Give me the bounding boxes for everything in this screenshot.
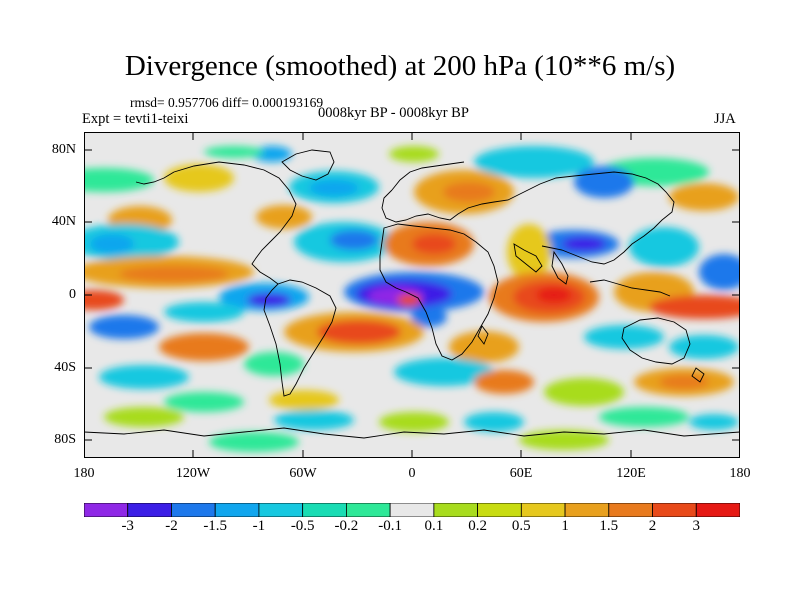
coastlines <box>84 149 740 439</box>
colorbar <box>84 503 740 517</box>
colorbar-label-5: -0.2 <box>334 518 359 534</box>
colorbar-swatch-13 <box>652 503 697 517</box>
colorbar-label-6: -0.1 <box>378 518 402 534</box>
season-label: JJA <box>714 111 736 127</box>
colorbar-label-3: -1 <box>252 518 266 534</box>
lon-label-60w: 60W <box>289 466 317 481</box>
colorbar-label-12: 2 <box>648 518 657 534</box>
colorbar-swatch-1 <box>127 503 172 517</box>
lat-label-0: 0 <box>69 287 76 302</box>
lon-label-60e: 60E <box>509 466 533 481</box>
period-label: 0008kyr BP - 0008kyr BP <box>318 105 469 121</box>
colorbar-swatch-12 <box>608 503 653 517</box>
lat-label-80n: 80N <box>51 142 76 157</box>
colorbar-swatch-0 <box>84 503 129 517</box>
colorbar-label-2: -1.5 <box>203 518 228 534</box>
colorbar-label-11: 1.5 <box>599 518 619 534</box>
colorbar-swatch-4 <box>258 503 304 517</box>
colorbar-swatch-8 <box>433 503 478 517</box>
lat-label-80s: 80S <box>54 432 76 447</box>
colorbar-label-0: -3 <box>121 518 134 534</box>
colorbar-label-1: -2 <box>165 518 178 534</box>
colorbar-swatch-9 <box>477 503 522 517</box>
colorbar-label-8: 0.2 <box>468 518 487 534</box>
colorbar-swatch-3 <box>214 503 260 517</box>
lon-label-120w: 120W <box>175 466 211 481</box>
colorbar-label-4: -0.5 <box>290 518 315 534</box>
lon-label-180e: 180 <box>729 466 751 481</box>
contour-field <box>84 132 740 458</box>
colorbar-swatch-5 <box>302 503 347 517</box>
lon-label-180w: 180 <box>73 466 95 481</box>
experiment-label: Expt = tevti1-teixi <box>82 111 189 127</box>
plot-title: Divergence (smoothed) at 200 hPa (10**6 … <box>124 50 676 82</box>
lon-label-0: 0 <box>408 466 416 481</box>
axis-ticks <box>84 132 740 458</box>
colorbar-swatch-2 <box>171 503 216 517</box>
colorbar-label-10: 1 <box>561 518 569 534</box>
colorbar-label-9: 0.5 <box>511 518 531 534</box>
colorbar-swatch-14 <box>695 503 740 517</box>
map-frame <box>84 132 740 458</box>
colorbar-swatch-10 <box>520 503 566 517</box>
colorbar-swatch-6 <box>345 503 391 517</box>
colorbar-swatch-7 <box>389 503 435 517</box>
lon-label-120e: 120E <box>616 466 646 481</box>
lat-label-40n: 40N <box>51 214 76 229</box>
divergence-map <box>84 132 740 458</box>
colorbar-swatch-11 <box>564 503 610 517</box>
lat-label-40s: 40S <box>54 360 76 375</box>
colorbar-label-7: 0.1 <box>424 518 444 534</box>
rmsd-diff-stats: rmsd= 0.957706 diff= 0.000193169 <box>130 95 324 110</box>
colorbar-label-13: 3 <box>692 518 701 534</box>
